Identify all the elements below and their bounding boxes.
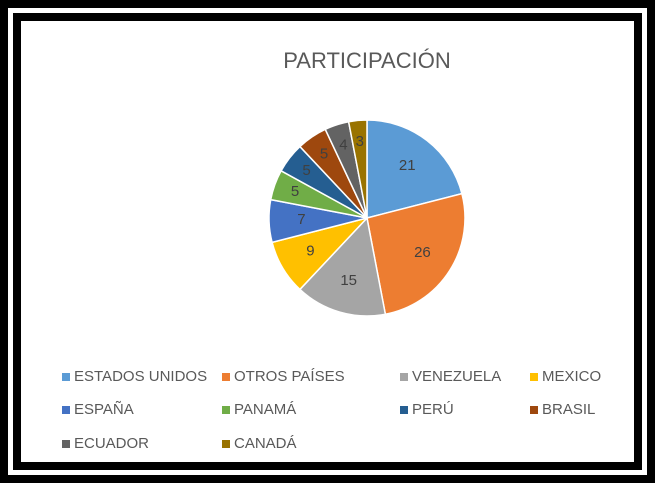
legend-label: OTROS PAÍSES	[234, 368, 345, 385]
pie-slice	[298, 216, 387, 317]
pie-slice	[366, 192, 466, 316]
legend-label: CANADÁ	[234, 435, 297, 452]
data-label: 3	[356, 133, 364, 150]
legend-label: PERÚ	[412, 401, 454, 418]
legend-label: ESPAÑA	[74, 401, 134, 418]
legend-marker	[222, 406, 230, 414]
data-label: 9	[306, 242, 314, 259]
pie-slice	[366, 119, 463, 219]
legend-marker	[62, 440, 70, 448]
data-label: 21	[399, 157, 416, 174]
data-label: 4	[339, 136, 347, 153]
legend-label: PANAMÁ	[234, 401, 296, 418]
legend-label: MEXICO	[542, 368, 601, 385]
pie-slice	[347, 119, 368, 219]
legend-marker	[530, 406, 538, 414]
data-label: 5	[302, 162, 310, 179]
legend-marker	[400, 373, 408, 381]
data-label: 26	[414, 244, 431, 261]
legend-marker	[400, 406, 408, 414]
legend-label: BRASIL	[542, 401, 595, 418]
chart-title: PARTICIPACIÓN	[283, 48, 450, 73]
data-label: 15	[340, 272, 357, 289]
legend-label: VENEZUELA	[412, 368, 501, 385]
data-label: 5	[291, 183, 299, 200]
legend-marker	[222, 440, 230, 448]
legend-marker	[530, 373, 538, 381]
legend-label: ECUADOR	[74, 435, 149, 452]
legend-label: ESTADOS UNIDOS	[74, 368, 207, 385]
data-label: 7	[297, 211, 305, 228]
legend-marker	[222, 373, 230, 381]
legend-marker	[62, 373, 70, 381]
legend-marker	[62, 406, 70, 414]
data-label: 5	[320, 146, 328, 163]
